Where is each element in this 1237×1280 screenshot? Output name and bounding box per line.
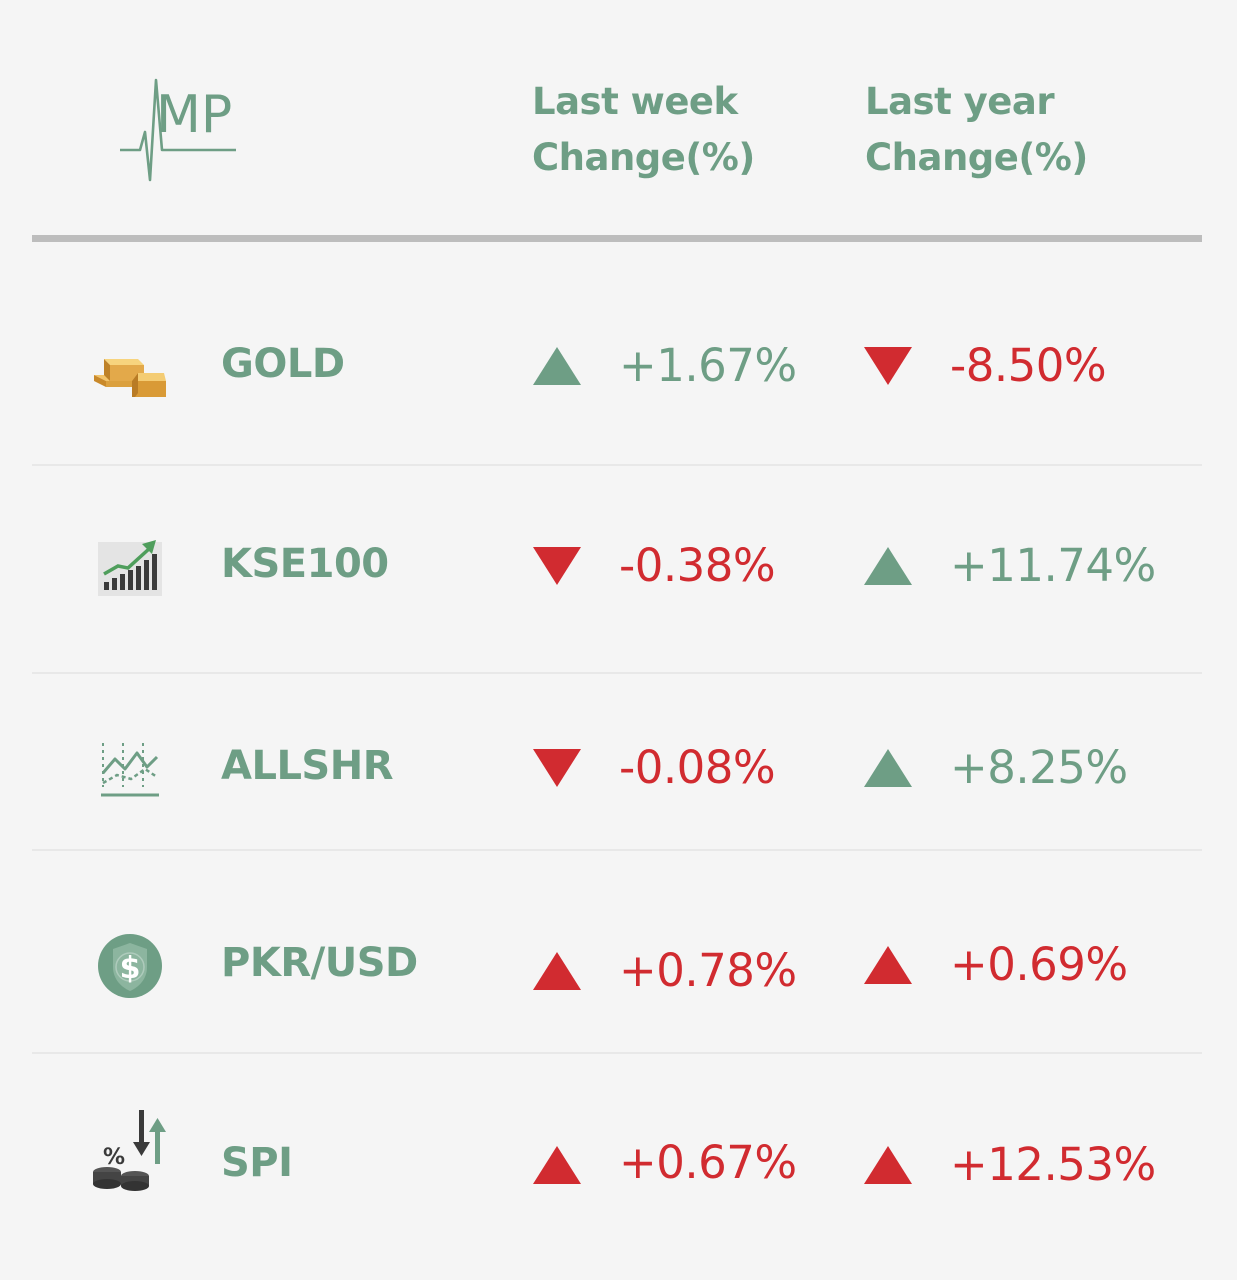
last-year-header-line2: Change(%) <box>865 136 1088 179</box>
arrow-up-icon <box>533 1146 581 1184</box>
svg-text:%: % <box>103 1145 125 1170</box>
change-value: +0.78% <box>619 944 797 997</box>
amp-logo: MP <box>118 72 242 190</box>
arrow-up-icon <box>864 946 912 984</box>
arrow-up-icon <box>864 749 912 787</box>
table-row: % SPI +0.67% +12.53% <box>0 1110 1237 1206</box>
row-divider <box>32 849 1202 851</box>
arrow-up-icon <box>864 547 912 585</box>
row-divider <box>32 1052 1202 1054</box>
change-value: +0.67% <box>619 1136 797 1189</box>
arrow-up-icon <box>533 952 581 990</box>
arrow-down-icon <box>864 347 912 385</box>
change-value: +0.69% <box>950 938 1128 991</box>
gold-bars-icon <box>88 332 172 402</box>
table-row: KSE100 -0.38% +11.74% <box>0 527 1237 607</box>
table-row: $ PKR/USD +0.78% +0.69% <box>0 926 1237 1006</box>
arrow-up-icon <box>864 1146 912 1184</box>
change-value: -8.50% <box>950 339 1107 392</box>
row-divider <box>32 464 1202 466</box>
arrow-down-icon <box>533 547 581 585</box>
asset-name: GOLD <box>221 341 345 387</box>
last-week-header: Last week Change(%) <box>532 74 755 186</box>
change-value: +1.67% <box>619 339 797 392</box>
header-divider <box>32 235 1202 242</box>
dollar-coin-icon: $ <box>88 931 172 1001</box>
asset-name: KSE100 <box>221 541 389 587</box>
asset-name: ALLSHR <box>221 743 394 789</box>
row-divider <box>32 672 1202 674</box>
change-value: +11.74% <box>950 539 1156 592</box>
last-year-header-line1: Last year <box>865 80 1055 123</box>
table-row: GOLD +1.67% -8.50% <box>0 327 1237 407</box>
change-value: +12.53% <box>950 1138 1156 1191</box>
asset-name: SPI <box>221 1140 293 1186</box>
percent-coins-arrows-icon: % <box>88 1104 172 1194</box>
change-value: -0.08% <box>619 741 776 794</box>
arrow-down-icon <box>533 749 581 787</box>
svg-text:$: $ <box>120 951 141 986</box>
bar-chart-growth-icon <box>88 532 172 602</box>
last-year-header: Last year Change(%) <box>865 74 1088 186</box>
last-week-header-line2: Change(%) <box>532 136 755 179</box>
arrow-up-icon <box>533 347 581 385</box>
asset-name: PKR/USD <box>221 940 418 986</box>
line-chart-icon <box>88 734 172 804</box>
logo-text: MP <box>156 85 232 145</box>
change-value: +8.25% <box>950 741 1128 794</box>
last-week-header-line1: Last week <box>532 80 738 123</box>
change-value: -0.38% <box>619 539 776 592</box>
table-row: ALLSHR -0.08% +8.25% <box>0 729 1237 809</box>
